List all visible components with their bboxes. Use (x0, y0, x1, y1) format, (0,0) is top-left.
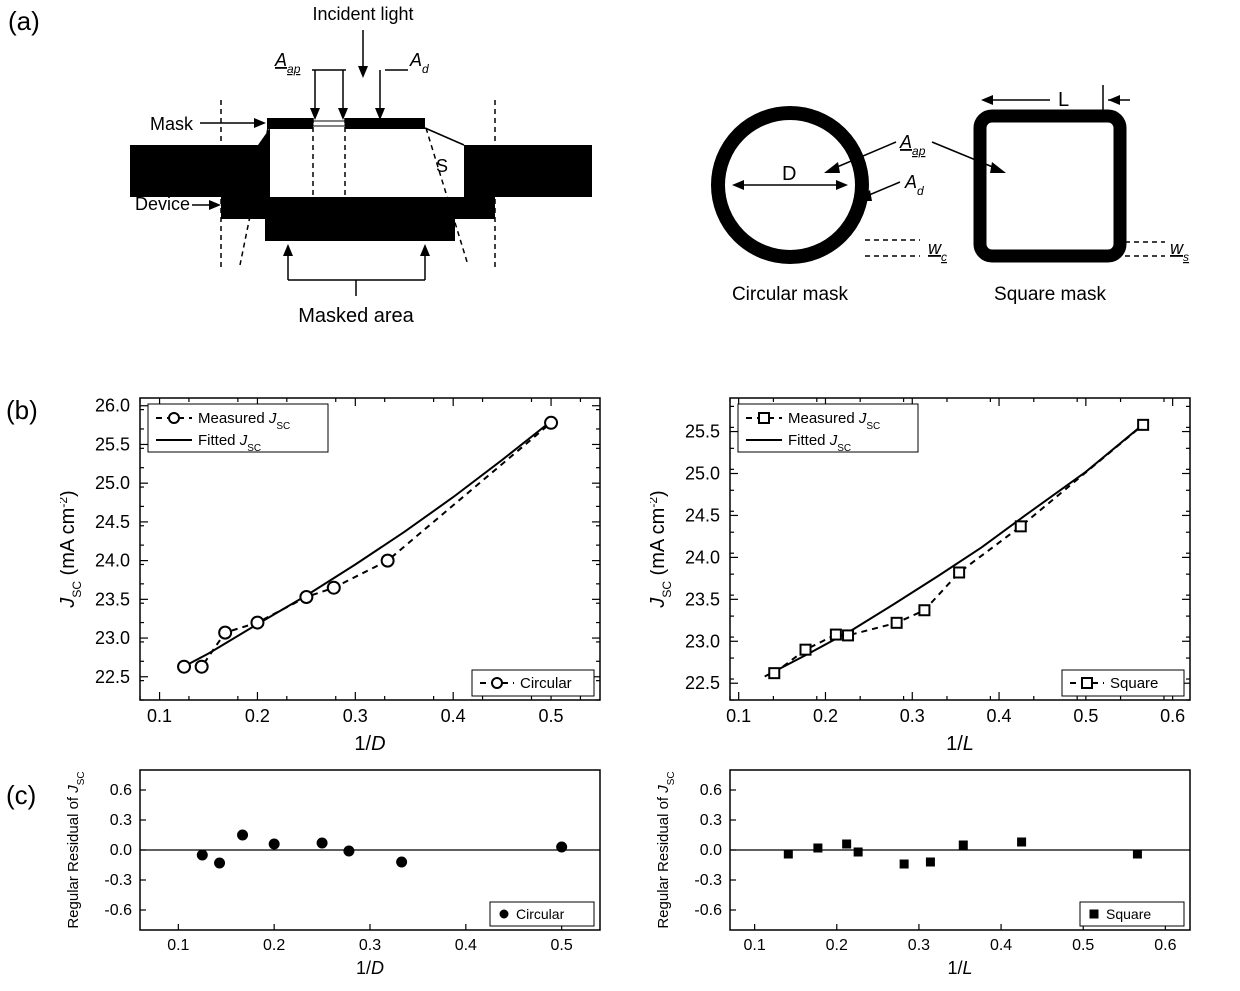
svg-text:24.0: 24.0 (95, 551, 130, 571)
chart-b-left: 0.1 0.2 0.3 0.4 0.5 22.5 23.0 23.5 24.0 24.5 25.0 2… (60, 380, 620, 760)
svg-text:Square: Square (1110, 675, 1158, 692)
svg-text:25.0: 25.0 (685, 464, 720, 484)
svg-text:0.4: 0.4 (990, 937, 1012, 954)
label-Aap-right: Aap (899, 132, 926, 158)
svg-text:0.5: 0.5 (1072, 937, 1094, 954)
svg-text:0.1: 0.1 (726, 706, 751, 726)
chart-b-right: 0.1 0.2 0.3 0.4 0.5 0.6 22.5 23.0 23.5 24.0 24.5 25… (650, 380, 1210, 760)
svg-text:23.0: 23.0 (95, 628, 130, 648)
svg-text:0.2: 0.2 (263, 937, 285, 954)
svg-text:25.5: 25.5 (95, 434, 130, 454)
label-masked-area: Masked area (298, 305, 414, 327)
svg-text:0.5: 0.5 (1073, 706, 1098, 726)
svg-text:22.5: 22.5 (95, 667, 130, 687)
svg-text:Aap: Aap (274, 50, 301, 76)
svg-text:0.3: 0.3 (110, 812, 132, 829)
svg-text:0.2: 0.2 (245, 706, 270, 726)
panel-label-c: (c) (6, 780, 36, 811)
svg-text:JSC (mA cm-2): JSC (mA cm-2) (60, 490, 84, 608)
schematic-masks: D wc Circular mask Aap Ad L ws Square ma… (690, 70, 1190, 330)
svg-text:1/L: 1/L (946, 733, 974, 755)
svg-text:Regular Residual of JSC: Regular Residual of JSC (655, 771, 677, 928)
label-ws: ws (1170, 238, 1189, 264)
svg-text:24.5: 24.5 (95, 512, 130, 532)
svg-text:0.1: 0.1 (147, 706, 172, 726)
svg-text:0.0: 0.0 (110, 842, 132, 859)
panel-label-b: (b) (6, 395, 38, 426)
label-Ad-right: Ad (904, 172, 924, 198)
chart-c-right: 0.1 0.2 0.3 0.4 0.5 0.6 -0.6 -0.3 0.0 0.3 0.6 1/L Re… (650, 760, 1210, 980)
svg-text:0.4: 0.4 (987, 706, 1012, 726)
label-D: D (782, 163, 796, 185)
svg-text:JSC (mA cm-2): JSC (mA cm-2) (650, 490, 674, 608)
svg-text:-0.3: -0.3 (694, 872, 722, 889)
svg-text:Regular Residual of JSC: Regular Residual of JSC (65, 771, 87, 928)
label-circular-mask: Circular mask (732, 284, 849, 305)
svg-text:-0.6: -0.6 (104, 902, 132, 919)
svg-text:Circular: Circular (520, 675, 572, 692)
svg-text:1/L: 1/L (947, 958, 972, 978)
svg-text:0.6: 0.6 (110, 782, 132, 799)
svg-text:23.5: 23.5 (685, 589, 720, 609)
schematic-cross-section: Incident light Aap Ad Mask S Device (100, 0, 600, 350)
svg-text:25.5: 25.5 (685, 422, 720, 442)
label-Ad: Ad (409, 50, 429, 76)
svg-text:0.6: 0.6 (700, 782, 722, 799)
label-square-mask: Square mask (994, 284, 1106, 305)
label-incident: Incident light (312, 4, 413, 24)
svg-text:22.5: 22.5 (685, 673, 720, 693)
label-Aap: Aap (274, 50, 301, 76)
svg-text:26.0: 26.0 (95, 396, 130, 416)
label-device: Device (135, 194, 190, 214)
svg-text:0.2: 0.2 (826, 937, 848, 954)
svg-text:0.2: 0.2 (813, 706, 838, 726)
svg-text:0.1: 0.1 (744, 937, 766, 954)
svg-text:1/D: 1/D (354, 733, 385, 755)
svg-text:0.5: 0.5 (539, 706, 564, 726)
svg-text:0.1: 0.1 (167, 937, 189, 954)
svg-text:0.3: 0.3 (343, 706, 368, 726)
svg-text:1/D: 1/D (356, 958, 384, 978)
svg-text:0.4: 0.4 (441, 706, 466, 726)
svg-text:0.5: 0.5 (551, 937, 573, 954)
svg-text:-0.6: -0.6 (694, 902, 722, 919)
svg-text:24.5: 24.5 (685, 505, 720, 525)
svg-text:0.6: 0.6 (1160, 706, 1185, 726)
svg-text:0.3: 0.3 (359, 937, 381, 954)
svg-text:Square: Square (1106, 906, 1151, 922)
svg-text:0.3: 0.3 (700, 812, 722, 829)
svg-text:23.0: 23.0 (685, 631, 720, 651)
label-wc: wc (928, 238, 947, 264)
svg-text:Circular: Circular (516, 906, 565, 922)
svg-text:Ad: Ad (904, 172, 924, 198)
svg-text:Aap: Aap (899, 132, 926, 158)
svg-text:0.4: 0.4 (455, 937, 477, 954)
svg-text:0.0: 0.0 (700, 842, 722, 859)
svg-text:-0.3: -0.3 (104, 872, 132, 889)
svg-text:0.6: 0.6 (1154, 937, 1176, 954)
svg-text:0.3: 0.3 (908, 937, 930, 954)
panel-label-a: (a) (8, 6, 40, 37)
label-mask: Mask (150, 114, 194, 134)
svg-text:0.3: 0.3 (900, 706, 925, 726)
svg-text:25.0: 25.0 (95, 473, 130, 493)
svg-text:24.0: 24.0 (685, 547, 720, 567)
label-L: L (1058, 89, 1069, 111)
chart-c-left: 0.1 0.2 0.3 0.4 0.5 -0.6 -0.3 0.0 0.3 0.6 1/D Regul… (60, 760, 620, 980)
svg-text:23.5: 23.5 (95, 589, 130, 609)
svg-text:Ad: Ad (409, 50, 429, 76)
